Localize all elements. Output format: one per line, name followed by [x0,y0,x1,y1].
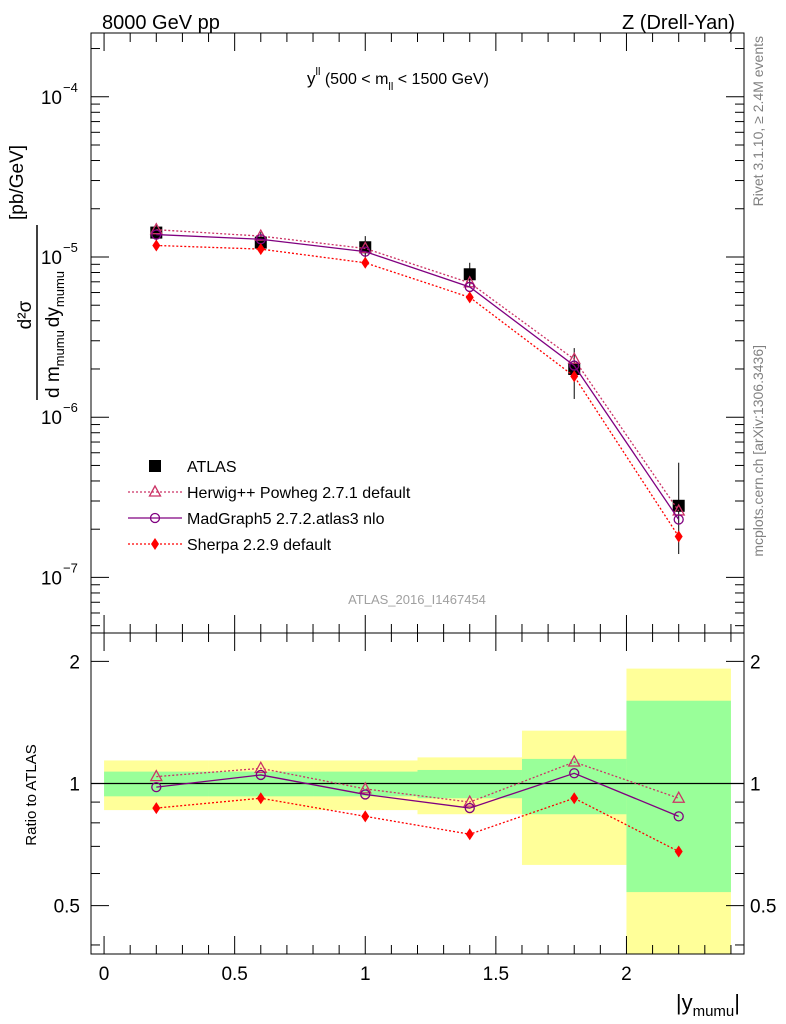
ratio-point-sherpa-3 [465,828,474,841]
main-ytick-exp-1: −6 [63,400,78,415]
main-ytick-exp-2: −5 [63,240,78,255]
title-base: y [307,69,316,88]
main-point-atlas-3 [463,268,476,281]
xlabel-base: |y [676,990,693,1015]
ylabel-unit: [pb/GeV] [7,145,28,220]
ratio-point-sherpa-0 [152,802,161,815]
ratio-ytick-label-left-0: 0.5 [54,897,80,918]
ratio-xtick-label-4: 2 [621,964,632,985]
main-series [149,222,686,555]
main-ytick-label-2: 10 [41,248,62,269]
title-end: < 1500 GeV) [393,71,489,88]
main-point-sherpa-3 [465,291,474,304]
ylabel-d1: d m [43,366,64,398]
main-point-sherpa-0 [152,239,161,252]
ratio-point-madgraph5-4 [569,768,580,779]
ratio-bands [104,668,731,954]
ratio-point-sherpa-2 [361,810,370,823]
ylabel-s1: mumu [52,330,67,366]
title-sup: ll [316,66,321,78]
xlabel-end: | [734,990,740,1015]
band-inner-5 [626,700,731,893]
main-ytick-label-1: 10 [41,408,62,429]
main-point-madgraph5-2 [360,246,371,257]
ratio-point-herwig-5 [672,790,686,803]
legend-marker-atlas [149,460,161,472]
legend-label-atlas: ATLAS [187,459,237,476]
main-point-madgraph5-5 [673,514,684,525]
ratio-ytick-label-right-1: 1 [750,775,761,796]
legend-marker-madgraph5 [149,512,161,524]
main-line-madgraph5 [156,233,680,520]
main-axes: 10−710−610−510−4 [41,32,745,634]
legend-label-herwig: Herwig++ Powheg 2.7.1 default [187,485,411,502]
ratio-ytick-label-left-1: 1 [69,775,80,796]
main-point-herwig-0 [149,222,163,235]
ratio-ylabel: Ratio to ATLAS [23,744,40,845]
rivet-label: Rivet 3.1.10, ≥ 2.4M events [750,36,766,206]
ratio-xlabel: |ymumu| [676,990,740,1020]
ratio-point-madgraph5-1 [255,769,266,781]
ratio-point-madgraph5-0 [151,781,162,793]
main-point-madgraph5-0 [151,229,162,240]
main-ytick-exp-3: −4 [63,80,78,95]
ratio-xtick-label-3: 1.5 [483,964,509,985]
main-point-herwig-4 [567,351,581,364]
band-inner-4 [521,758,627,815]
main-ytick-exp-0: −7 [63,560,78,575]
main-point-atlas-4 [568,362,581,375]
ratio-point-madgraph5-5 [673,811,684,822]
mcplots-label: mcplots.cern.ch [arXiv:1306.3436] [750,345,766,557]
ratio-point-herwig-0 [149,769,163,782]
main-point-sherpa-1 [256,243,265,256]
ratio-point-herwig-2 [358,781,372,794]
ratio-line-madgraph5 [156,772,679,817]
ratio-point-sherpa-1 [256,792,265,805]
main-title: yll (500 < mll < 1500 GeV) [307,66,489,93]
ratio-ytick-label-right-0: 0.5 [750,897,776,918]
legend-label-sherpa: Sherpa 2.2.9 default [187,537,332,554]
title-mid: (500 < m [320,71,388,88]
analysis-watermark: ATLAS_2016_I1467454 [348,592,486,607]
header-right: Z (Drell-Yan) [622,12,735,34]
ratio-point-sherpa-4 [570,792,579,805]
ylabel-d2: dy [43,307,64,328]
ylabel-denominator: d mmumudymumu [43,271,67,398]
main-ytick-label-0: 10 [41,568,62,589]
legend-label-madgraph5: MadGraph5 2.7.2.atlas3 nlo [187,511,385,528]
ratio-point-herwig-4 [567,754,581,767]
main-point-sherpa-5 [674,530,683,543]
title-sub: ll [388,81,393,93]
main-point-sherpa-2 [361,256,370,269]
ratio-ytick-label-left-2: 2 [69,652,80,673]
ylabel-s2: mumu [52,271,67,307]
ylabel-numerator: d²σ [15,300,36,329]
ratio-ytick-label-right-2: 2 [750,652,761,673]
main-ylabel: d²σ d mmumudymumu [pb/GeV] [7,145,67,400]
header-left: 8000 GeV pp [102,12,220,34]
ratio-point-sherpa-5 [674,845,683,858]
xlabel-sub: mumu [693,1003,735,1020]
legend: ATLAS Herwig++ Powheg 2.7.1 default MadGra… [128,459,411,554]
main-point-sherpa-4 [570,370,579,383]
main-ytick-label-3: 10 [41,88,62,109]
legend-marker-herwig [148,484,162,497]
main-point-madgraph5-4 [569,360,580,371]
ratio-xtick-label-1: 0.5 [221,964,247,985]
ratio-xtick-label-0: 0 [99,964,110,985]
ratio-axes: 0.5 0.5 1 1 2 2 0 0.5 1 1.5 2 [54,632,776,985]
ratio-point-madgraph5-2 [360,789,371,800]
ratio-point-herwig-1 [254,760,268,773]
legend-marker-sherpa [151,538,159,550]
main-line-sherpa [156,244,680,537]
ratio-point-herwig-3 [463,794,477,807]
ratio-series [149,754,686,858]
ratio-point-madgraph5-3 [464,802,475,814]
ratio-xtick-label-2: 1 [360,964,371,985]
main-line-herwig [156,229,680,512]
